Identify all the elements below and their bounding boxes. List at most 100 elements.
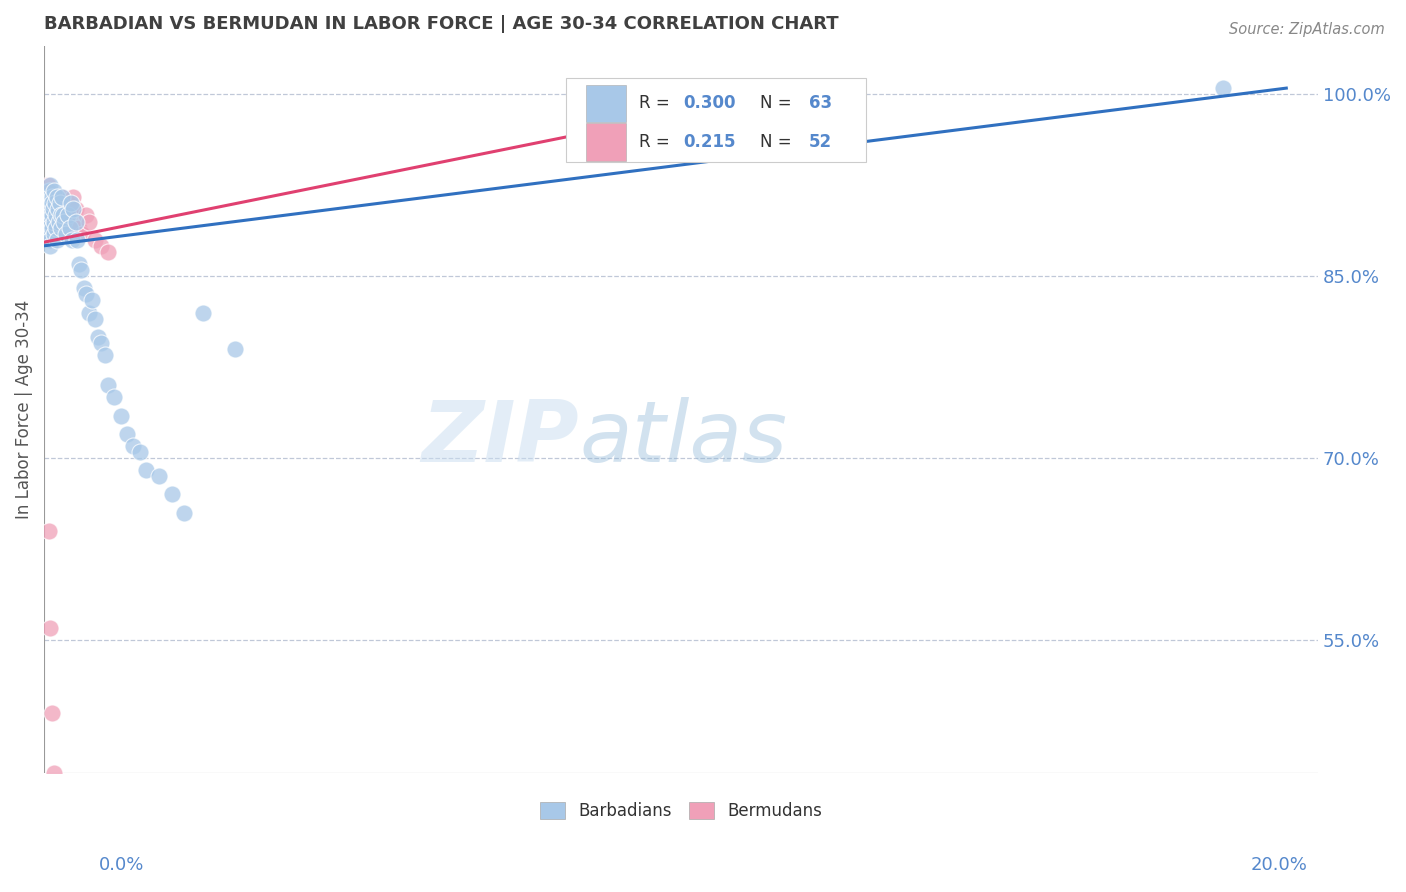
Bermudans — [44, 190, 66, 204]
Bermudans — [44, 209, 66, 223]
Barbadians — [51, 190, 73, 204]
FancyBboxPatch shape — [585, 123, 626, 161]
Barbadians — [56, 209, 79, 223]
Bermudans — [41, 220, 63, 235]
Bermudans — [42, 227, 65, 241]
Bermudans — [42, 214, 65, 228]
Bermudans — [52, 220, 75, 235]
Barbadians — [41, 190, 63, 204]
Barbadians — [38, 209, 60, 223]
Y-axis label: In Labor Force | Age 30-34: In Labor Force | Age 30-34 — [15, 300, 32, 519]
Barbadians — [66, 233, 89, 247]
Bermudans — [58, 196, 80, 211]
Bermudans — [42, 196, 65, 211]
Bermudans — [48, 214, 70, 228]
Bermudans — [41, 209, 63, 223]
Bermudans — [72, 227, 94, 241]
Bermudans — [65, 202, 87, 217]
Barbadians — [87, 330, 110, 344]
Bermudans — [38, 220, 60, 235]
Bermudans — [37, 209, 59, 223]
Barbadians — [38, 202, 60, 217]
Barbadians — [51, 220, 73, 235]
Barbadians — [45, 190, 67, 204]
Barbadians — [93, 348, 115, 362]
Text: R =: R = — [640, 133, 675, 151]
Bermudans — [37, 196, 59, 211]
Barbadians — [65, 214, 87, 228]
Barbadians — [75, 287, 97, 301]
Barbadians — [45, 220, 67, 235]
Barbadians — [128, 445, 150, 459]
Barbadians — [58, 220, 80, 235]
Barbadians — [42, 202, 65, 217]
Bermudans — [84, 233, 107, 247]
Bermudans — [51, 190, 73, 204]
Bermudans — [35, 202, 58, 217]
Barbadians — [67, 257, 90, 271]
Text: Source: ZipAtlas.com: Source: ZipAtlas.com — [1229, 22, 1385, 37]
Bermudans — [41, 190, 63, 204]
Bermudans — [38, 190, 60, 204]
Barbadians — [42, 227, 65, 241]
Text: BARBADIAN VS BERMUDAN IN LABOR FORCE | AGE 30-34 CORRELATION CHART: BARBADIAN VS BERMUDAN IN LABOR FORCE | A… — [44, 15, 839, 33]
Barbadians — [103, 391, 125, 405]
Barbadians — [193, 305, 215, 319]
Bermudans — [55, 214, 77, 228]
Bermudans — [45, 220, 67, 235]
Bermudans — [37, 190, 59, 204]
Bermudans — [39, 621, 62, 635]
Barbadians — [60, 233, 83, 247]
Barbadians — [173, 506, 195, 520]
FancyBboxPatch shape — [585, 85, 626, 122]
Barbadians — [49, 196, 72, 211]
Barbadians — [52, 209, 75, 223]
Bermudans — [45, 202, 67, 217]
Bermudans — [49, 209, 72, 223]
Bermudans — [35, 184, 58, 198]
Barbadians — [97, 378, 120, 392]
Barbadians — [55, 227, 77, 241]
Bermudans — [46, 196, 69, 211]
Barbadians — [44, 214, 66, 228]
Bermudans — [62, 190, 84, 204]
Bermudans — [38, 209, 60, 223]
Text: R =: R = — [640, 95, 675, 112]
Bermudans — [58, 227, 80, 241]
Barbadians — [90, 335, 112, 350]
Text: 0.215: 0.215 — [683, 133, 737, 151]
Barbadians — [45, 233, 67, 247]
Barbadians — [39, 233, 62, 247]
Text: N =: N = — [761, 95, 797, 112]
Legend: Barbadians, Bermudans: Barbadians, Bermudans — [534, 796, 828, 827]
Text: ZIP: ZIP — [422, 397, 579, 480]
Bermudans — [59, 209, 82, 223]
Barbadians — [77, 305, 100, 319]
Barbadians — [41, 209, 63, 223]
Barbadians — [39, 239, 62, 253]
Barbadians — [84, 311, 107, 326]
Barbadians — [110, 409, 132, 423]
Barbadians — [45, 209, 67, 223]
Barbadians — [37, 190, 59, 204]
Barbadians — [59, 196, 82, 211]
Barbadians — [49, 209, 72, 223]
Text: N =: N = — [761, 133, 797, 151]
Bermudans — [39, 214, 62, 228]
Bermudans — [37, 214, 59, 228]
Bermudans — [38, 202, 60, 217]
Text: 0.300: 0.300 — [683, 95, 737, 112]
Text: 20.0%: 20.0% — [1251, 856, 1308, 874]
Barbadians — [224, 342, 246, 356]
Barbadians — [42, 184, 65, 198]
Barbadians — [48, 214, 70, 228]
Barbadians — [53, 214, 76, 228]
Bermudans — [38, 184, 60, 198]
Bermudans — [77, 214, 100, 228]
Text: 0.0%: 0.0% — [98, 856, 143, 874]
Text: atlas: atlas — [579, 397, 787, 480]
Bermudans — [67, 220, 90, 235]
Text: 52: 52 — [808, 133, 832, 151]
Bermudans — [39, 202, 62, 217]
Barbadians — [37, 227, 59, 241]
